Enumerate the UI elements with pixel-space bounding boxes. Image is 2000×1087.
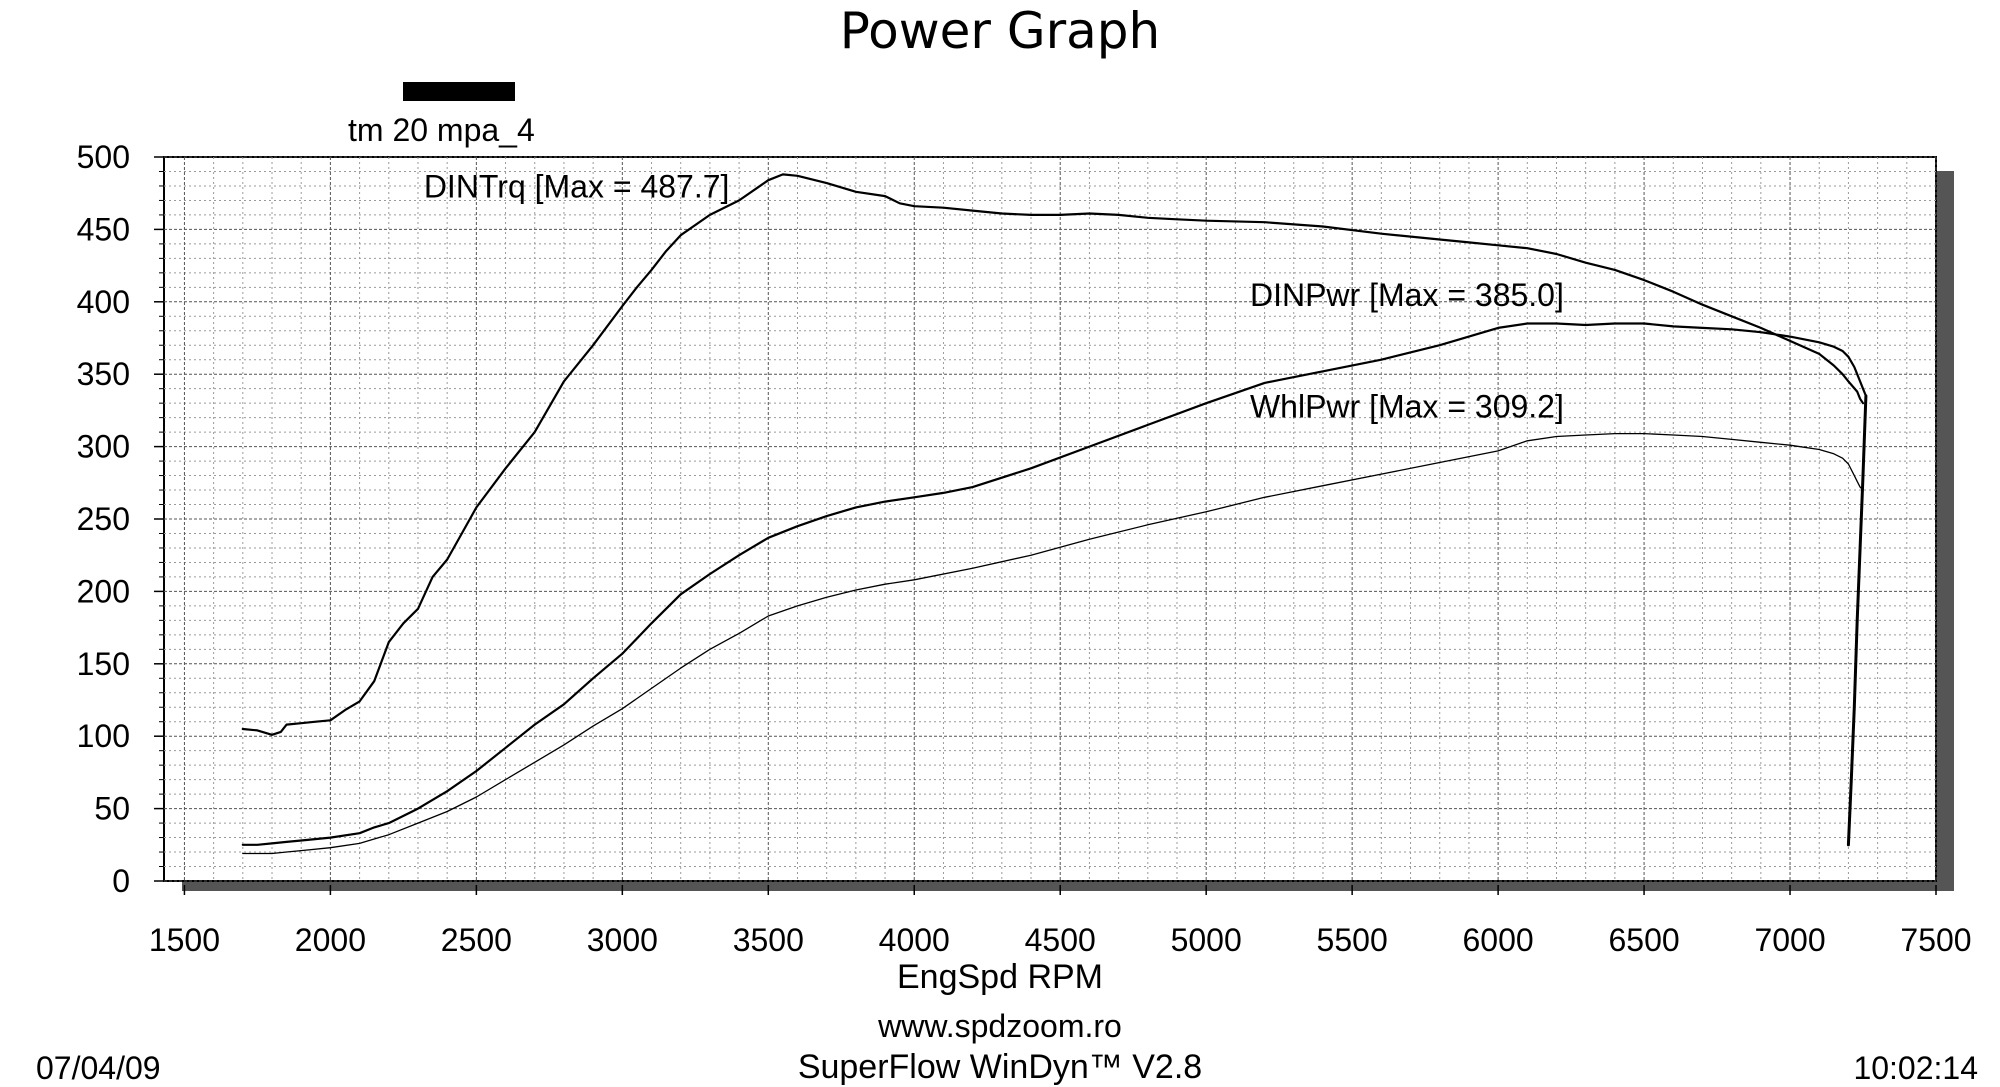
grid-major xyxy=(164,156,1937,882)
y-tick-label: 0 xyxy=(112,863,130,899)
x-tick-label: 6500 xyxy=(1608,922,1679,958)
annotation-whlpwr: WhlPwr [Max = 309.2] xyxy=(1250,389,1564,425)
y-tick-label: 450 xyxy=(77,211,130,247)
footer-date: 07/04/09 xyxy=(36,1050,161,1086)
series-line-dintrq xyxy=(241,173,1865,736)
y-tick-label: 100 xyxy=(77,718,130,754)
x-axis-label: EngSpd RPM xyxy=(897,958,1103,996)
x-tick-label: 4000 xyxy=(879,922,950,958)
y-tick-label: 350 xyxy=(77,356,130,392)
y-tick-label: 200 xyxy=(77,573,130,609)
y-tick-label: 150 xyxy=(77,646,130,682)
legend-swatch xyxy=(403,82,515,101)
x-tick-label: 2500 xyxy=(441,922,512,958)
annotation-dinpwr: DINPwr [Max = 385.0] xyxy=(1250,277,1564,313)
x-tick-label: 7500 xyxy=(1900,922,1971,958)
x-tick-label: 3500 xyxy=(733,922,804,958)
x-tick-label: 2000 xyxy=(295,922,366,958)
x-tick-label: 5000 xyxy=(1171,922,1242,958)
annotations: DINTrq [Max = 487.7] DINPwr [Max = 385.0]… xyxy=(424,169,1564,425)
x-tick-label: 7000 xyxy=(1754,922,1825,958)
series-line-dinpwr xyxy=(241,322,1867,846)
y-tick-label: 250 xyxy=(77,501,130,537)
y-tick-label: 500 xyxy=(77,139,130,175)
x-axis: 1500 2000 2500 3000 3500 4000 4500 5000 5500 6000… xyxy=(149,885,1972,958)
x-tick-label: 4500 xyxy=(1025,922,1096,958)
footer-software: SuperFlow WinDyn™ V2.8 xyxy=(797,1048,1203,1086)
series-lines xyxy=(241,173,1868,855)
x-tick-label: 5500 xyxy=(1317,922,1388,958)
chart-title: Power Graph xyxy=(839,2,1161,60)
y-tick-label: 300 xyxy=(77,429,130,465)
y-axis: 0 50 100 150 200 250 300 350 400 450 500 xyxy=(77,139,164,899)
footer-time: 10:02:14 xyxy=(1853,1050,1978,1086)
footer-url: www.spdzoom.ro xyxy=(878,1008,1122,1044)
legend-label: tm 20 mpa_4 xyxy=(348,112,535,148)
x-tick-label: 6000 xyxy=(1463,922,1534,958)
x-tick-label: 1500 xyxy=(149,922,220,958)
series-line-decel-return xyxy=(1846,394,1868,847)
series-line-whlpwr xyxy=(242,432,1864,855)
annotation-dintrq: DINTrq [Max = 487.7] xyxy=(424,169,730,205)
y-tick-label: 50 xyxy=(94,791,130,827)
x-tick-label: 3000 xyxy=(587,922,658,958)
y-tick-label: 400 xyxy=(77,284,130,320)
